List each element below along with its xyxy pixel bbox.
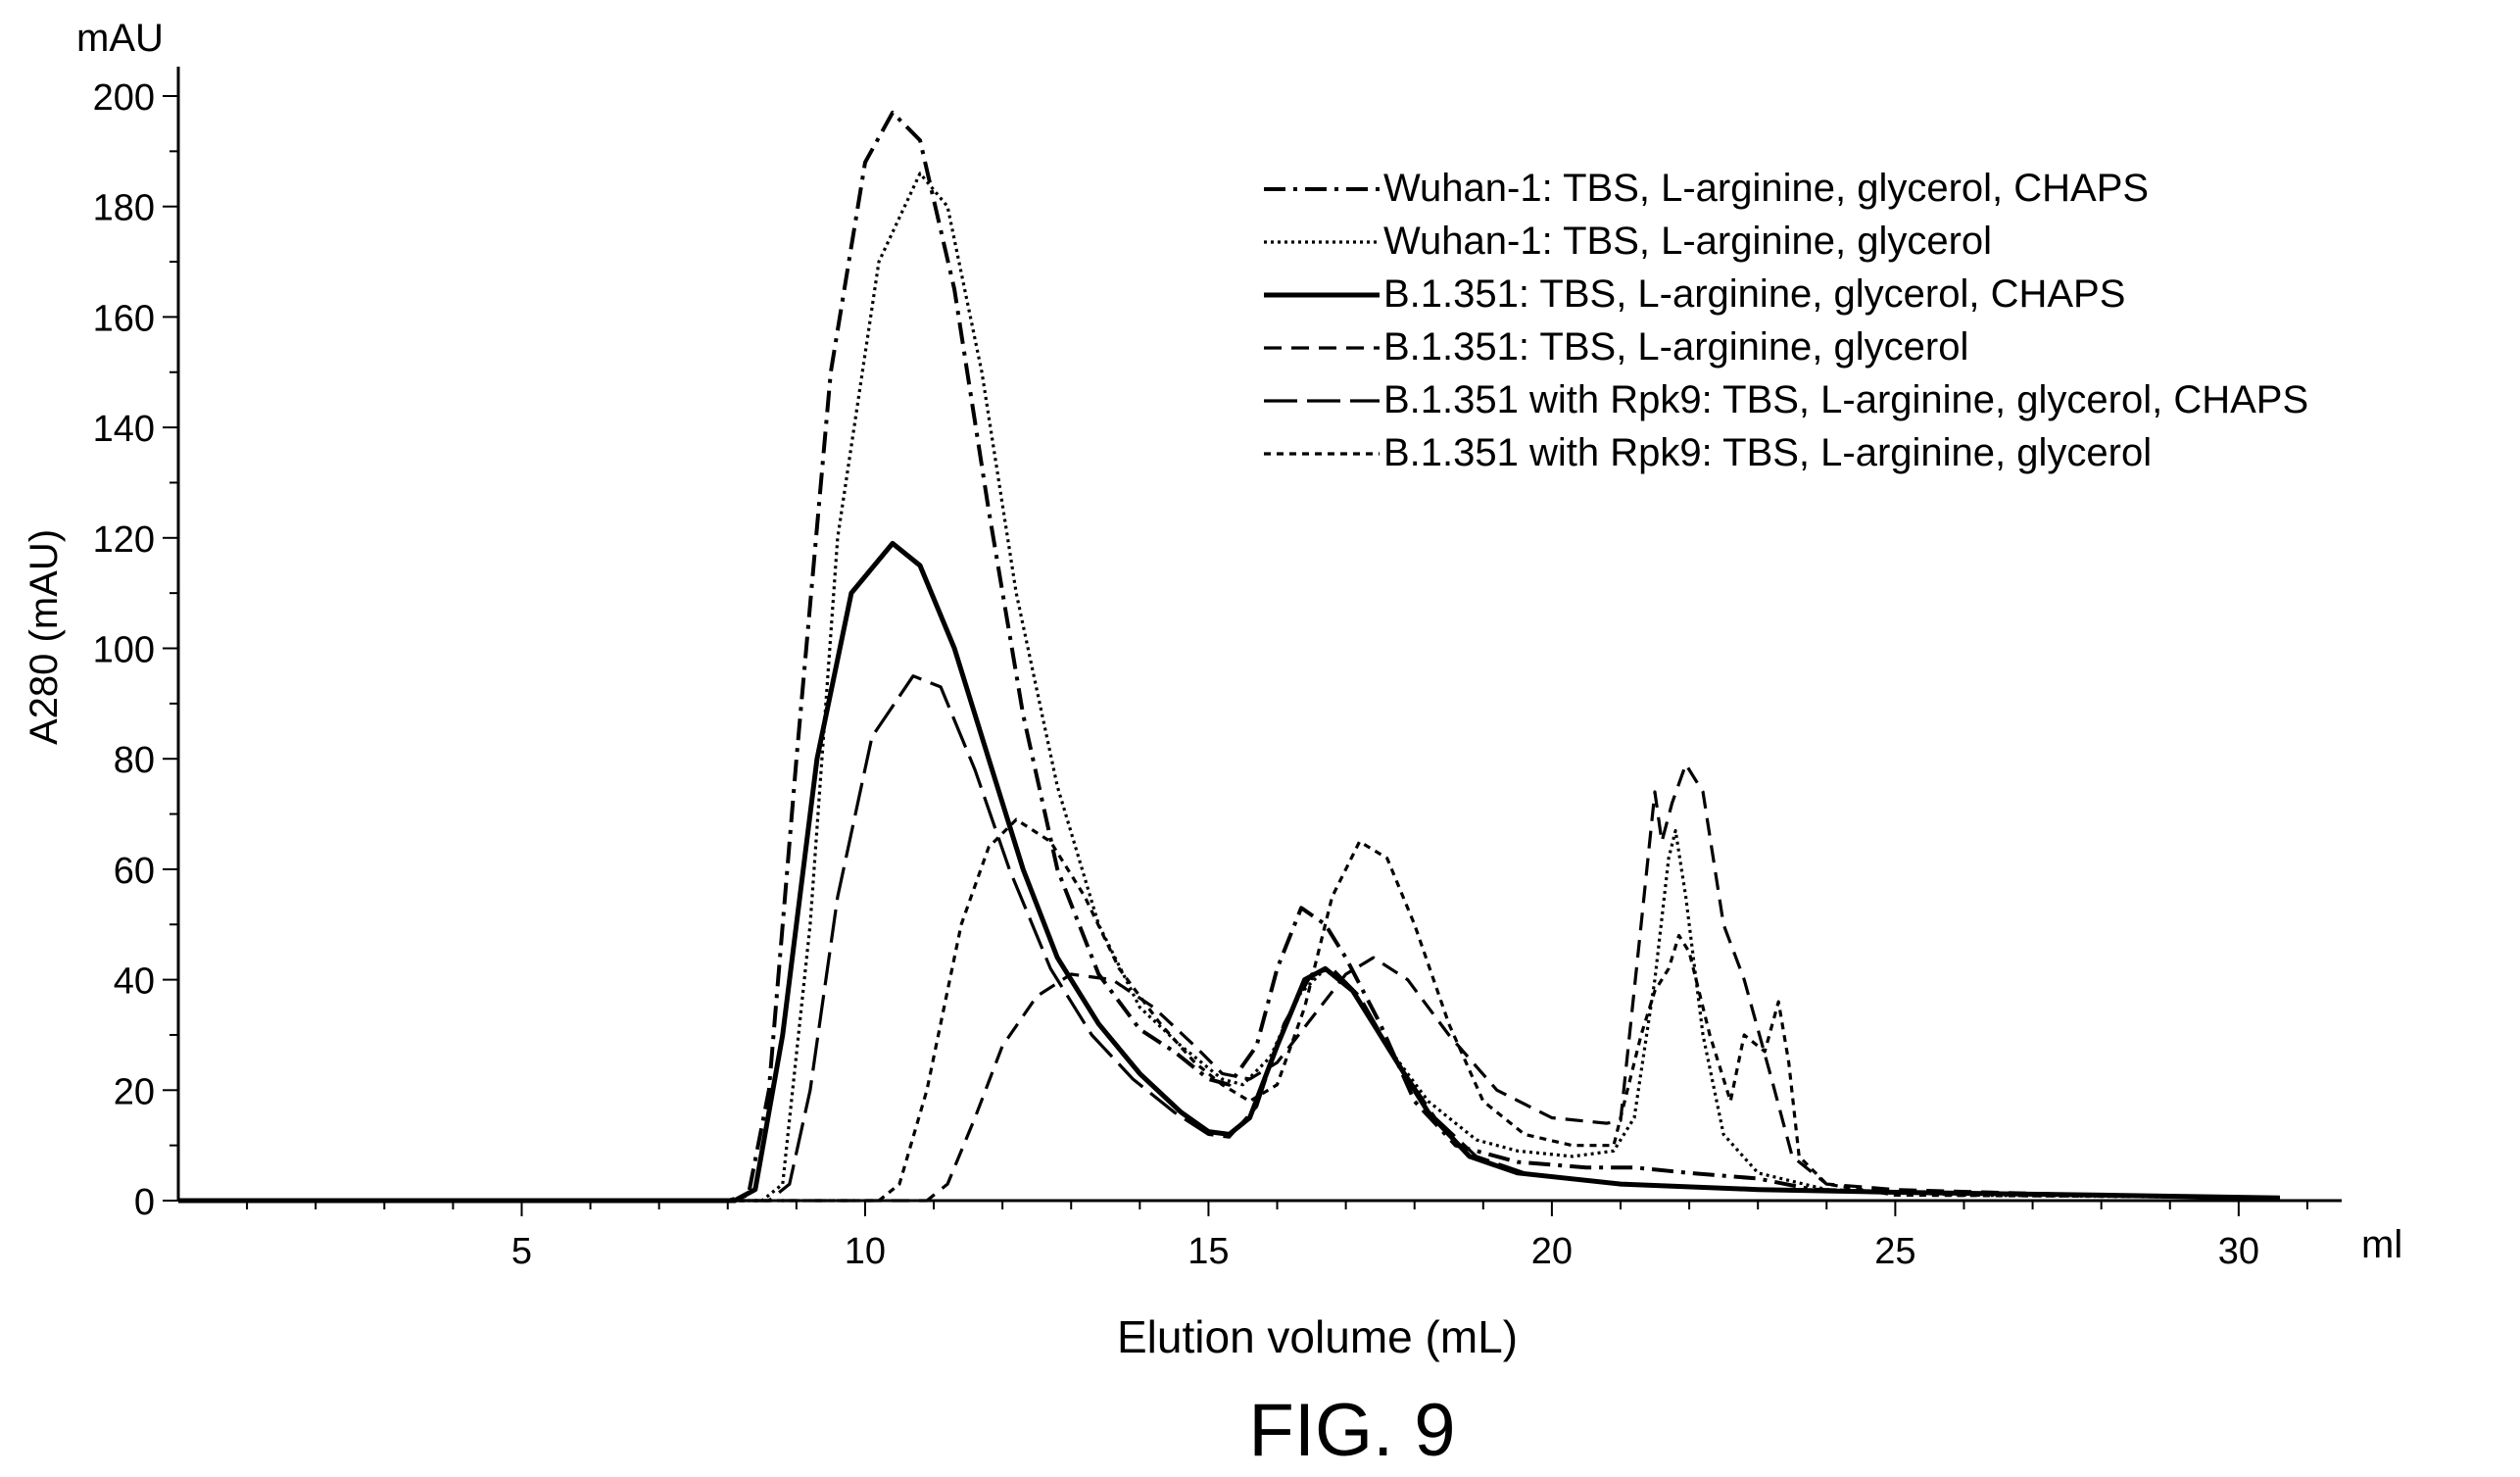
y-tick-label: 140 [93, 409, 155, 450]
y-tick-label: 80 [114, 740, 155, 781]
x-axis-title: Elution volume (mL) [1117, 1311, 1518, 1362]
legend: Wuhan-1: TBS, L-arginine, glycerol, CHAP… [1264, 167, 2308, 474]
x-axis-ticks: 5 10 15 20 25 30 [246, 1201, 2308, 1272]
y-tick-label: 40 [114, 961, 155, 1003]
y-tick-label: 180 [93, 188, 155, 229]
series-line-6 [178, 817, 2280, 1203]
legend-label: Wuhan-1: TBS, L-arginine, glycerol [1383, 220, 1992, 263]
legend-label: B.1.351 with Rpk9: TBS, L-arginine, glyc… [1383, 378, 2308, 421]
series-lines [178, 110, 2280, 1204]
series-line-1 [178, 110, 2280, 1203]
y-tick-label: 0 [134, 1182, 155, 1223]
legend-label: B.1.351 with Rpk9: TBS, L-arginine, glyc… [1383, 431, 2152, 474]
x-unit-label: ml [2361, 1223, 2402, 1266]
legend-label: B.1.351: TBS, L-arginine, glycerol [1383, 325, 1968, 369]
series-line-3 [178, 540, 2280, 1204]
x-tick-label: 30 [2218, 1231, 2259, 1272]
y-tick-label: 160 [93, 298, 155, 339]
y-tick-label: 200 [93, 77, 155, 119]
y-axis-ticks: 0 20 40 60 80 100 120 140 160 180 200 [93, 77, 178, 1223]
y-tick-label: 20 [114, 1071, 155, 1112]
y-axis-title: A280 (mAU) [23, 529, 66, 745]
y-unit-label: mAU [76, 17, 164, 60]
x-tick-label: 10 [845, 1231, 886, 1272]
series-line-5 [178, 674, 2280, 1203]
x-tick-label: 15 [1187, 1231, 1229, 1272]
legend-label: Wuhan-1: TBS, L-arginine, glycerol, CHAP… [1383, 167, 2149, 210]
x-tick-label: 5 [511, 1231, 532, 1272]
series-line-4 [178, 763, 2280, 1203]
y-tick-label: 100 [93, 630, 155, 671]
x-tick-label: 20 [1531, 1231, 1573, 1272]
y-tick-label: 60 [114, 851, 155, 892]
figure-label: FIG. 9 [1248, 1389, 1455, 1472]
y-tick-label: 120 [93, 519, 155, 561]
legend-label: B.1.351: TBS, L-arginine, glycerol, CHAP… [1383, 272, 2125, 316]
x-tick-label: 25 [1874, 1231, 1915, 1272]
